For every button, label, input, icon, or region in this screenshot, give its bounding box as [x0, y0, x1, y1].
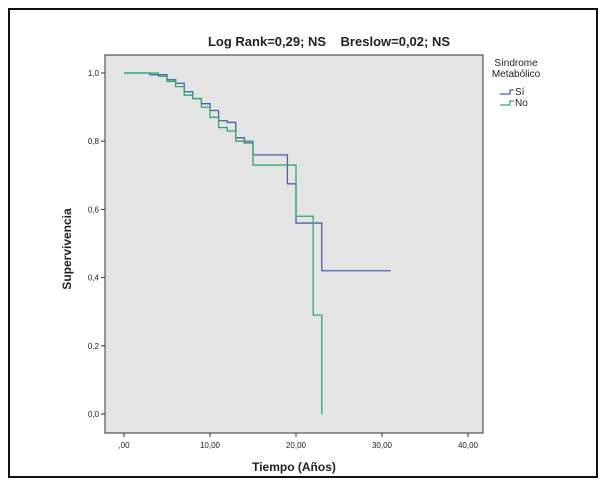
x-tick-label: ,00	[118, 441, 130, 450]
legend-swatch	[500, 89, 514, 95]
x-tick-label: 40,00	[458, 441, 479, 450]
x-tick-label: 30,00	[372, 441, 393, 450]
series-line-no	[124, 72, 323, 415]
plot-area	[104, 54, 484, 434]
x-tick-label: 10,00	[200, 441, 221, 450]
x-tick-label: 20,00	[286, 441, 307, 450]
legend-title: Síndrome	[494, 58, 538, 69]
x-axis-title: Tiempo (Años)	[252, 460, 336, 474]
legend-label: Sí	[515, 87, 525, 98]
y-axis-title: Supervivencia	[60, 208, 74, 290]
chart-title: Log Rank=0,29; NS Breslow=0,02; NS	[208, 34, 450, 49]
y-tick-label: 0,4	[88, 274, 100, 283]
y-tick-label: 0,8	[88, 137, 100, 146]
legend-label: No	[515, 98, 528, 109]
y-tick-label: 0,6	[88, 205, 100, 214]
legend-title: Metabólico	[492, 69, 541, 80]
legend-swatch	[500, 100, 514, 106]
y-tick-label: 0,0	[88, 410, 100, 419]
y-tick-label: 1,0	[88, 69, 100, 78]
y-tick-label: 0,2	[88, 342, 100, 351]
